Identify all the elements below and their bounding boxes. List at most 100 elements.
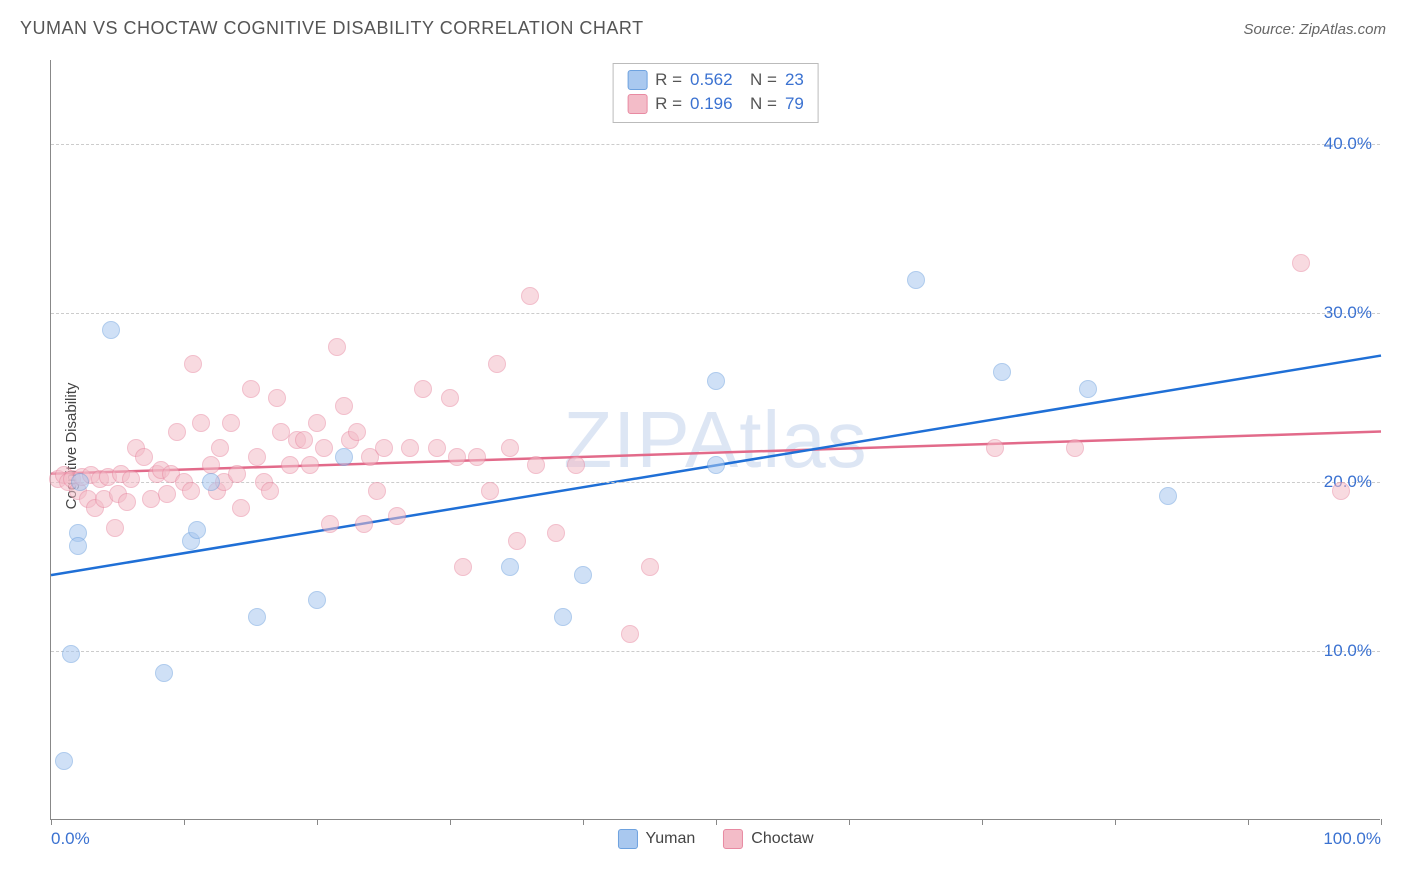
x-tick <box>184 819 185 825</box>
bottom-legend: Yuman Choctaw <box>617 829 813 849</box>
legend-item: Yuman <box>617 829 695 849</box>
x-tick <box>1115 819 1116 825</box>
data-point <box>261 482 279 500</box>
data-point <box>295 431 313 449</box>
legend-swatch <box>617 829 637 849</box>
data-point <box>567 456 585 474</box>
data-point <box>168 423 186 441</box>
stats-row: R = 0.562 N = 23 <box>627 68 804 92</box>
data-point <box>301 456 319 474</box>
data-point <box>574 566 592 584</box>
data-point <box>454 558 472 576</box>
stats-n-value: 23 <box>785 68 804 92</box>
data-point <box>202 473 220 491</box>
stats-r-label: R = <box>655 92 682 116</box>
data-point <box>248 448 266 466</box>
data-point <box>907 271 925 289</box>
x-tick <box>317 819 318 825</box>
legend-item: Choctaw <box>723 829 813 849</box>
data-point <box>55 752 73 770</box>
data-point <box>315 439 333 457</box>
data-point <box>135 448 153 466</box>
data-point <box>118 493 136 511</box>
stats-n-label: N = <box>741 68 777 92</box>
data-point <box>501 439 519 457</box>
scatter-plot: ZIPAtlas 10.0%20.0%30.0%40.0%0.0%100.0%R… <box>50 60 1380 820</box>
data-point <box>242 380 260 398</box>
x-tick <box>450 819 451 825</box>
data-point <box>1159 487 1177 505</box>
legend-swatch <box>627 94 647 114</box>
data-point <box>248 608 266 626</box>
data-point <box>1332 482 1350 500</box>
data-point <box>211 439 229 457</box>
gridline-h <box>51 651 1380 652</box>
data-point <box>182 482 200 500</box>
data-point <box>707 456 725 474</box>
x-tick <box>51 819 52 825</box>
data-point <box>986 439 1004 457</box>
data-point <box>328 338 346 356</box>
data-point <box>388 507 406 525</box>
data-point <box>508 532 526 550</box>
data-point <box>188 521 206 539</box>
data-point <box>335 397 353 415</box>
data-point <box>1066 439 1084 457</box>
data-point <box>155 664 173 682</box>
data-point <box>441 389 459 407</box>
data-point <box>228 465 246 483</box>
data-point <box>122 470 140 488</box>
data-point <box>368 482 386 500</box>
x-tick <box>716 819 717 825</box>
data-point <box>993 363 1011 381</box>
x-tick <box>1248 819 1249 825</box>
stats-n-label: N = <box>741 92 777 116</box>
data-point <box>521 287 539 305</box>
data-point <box>401 439 419 457</box>
data-point <box>468 448 486 466</box>
x-tick <box>583 819 584 825</box>
stats-legend: R = 0.562 N = 23R = 0.196 N = 79 <box>612 63 819 123</box>
data-point <box>202 456 220 474</box>
gridline-h <box>51 482 1380 483</box>
x-tick-label: 100.0% <box>1323 829 1381 849</box>
stats-r-value: 0.562 <box>690 68 733 92</box>
data-point <box>222 414 240 432</box>
stats-n-value: 79 <box>785 92 804 116</box>
data-point <box>321 515 339 533</box>
data-point <box>62 645 80 663</box>
x-tick <box>849 819 850 825</box>
data-point <box>527 456 545 474</box>
data-point <box>348 423 366 441</box>
data-point <box>308 414 326 432</box>
x-tick-label: 0.0% <box>51 829 90 849</box>
stats-r-value: 0.196 <box>690 92 733 116</box>
y-tick-label: 40.0% <box>1324 134 1372 154</box>
gridline-h <box>51 144 1380 145</box>
data-point <box>184 355 202 373</box>
data-point <box>707 372 725 390</box>
legend-label: Choctaw <box>751 830 813 848</box>
data-point <box>335 448 353 466</box>
data-point <box>621 625 639 643</box>
data-point <box>106 519 124 537</box>
gridline-h <box>51 313 1380 314</box>
data-point <box>308 591 326 609</box>
data-point <box>71 473 89 491</box>
source-label: Source: ZipAtlas.com <box>1243 21 1386 38</box>
data-point <box>355 515 373 533</box>
stats-r-label: R = <box>655 68 682 92</box>
legend-swatch <box>627 70 647 90</box>
data-point <box>448 448 466 466</box>
data-point <box>488 355 506 373</box>
data-point <box>428 439 446 457</box>
data-point <box>414 380 432 398</box>
data-point <box>102 321 120 339</box>
data-point <box>281 456 299 474</box>
legend-label: Yuman <box>645 830 695 848</box>
data-point <box>268 389 286 407</box>
data-point <box>375 439 393 457</box>
data-point <box>641 558 659 576</box>
x-tick <box>982 819 983 825</box>
legend-swatch <box>723 829 743 849</box>
